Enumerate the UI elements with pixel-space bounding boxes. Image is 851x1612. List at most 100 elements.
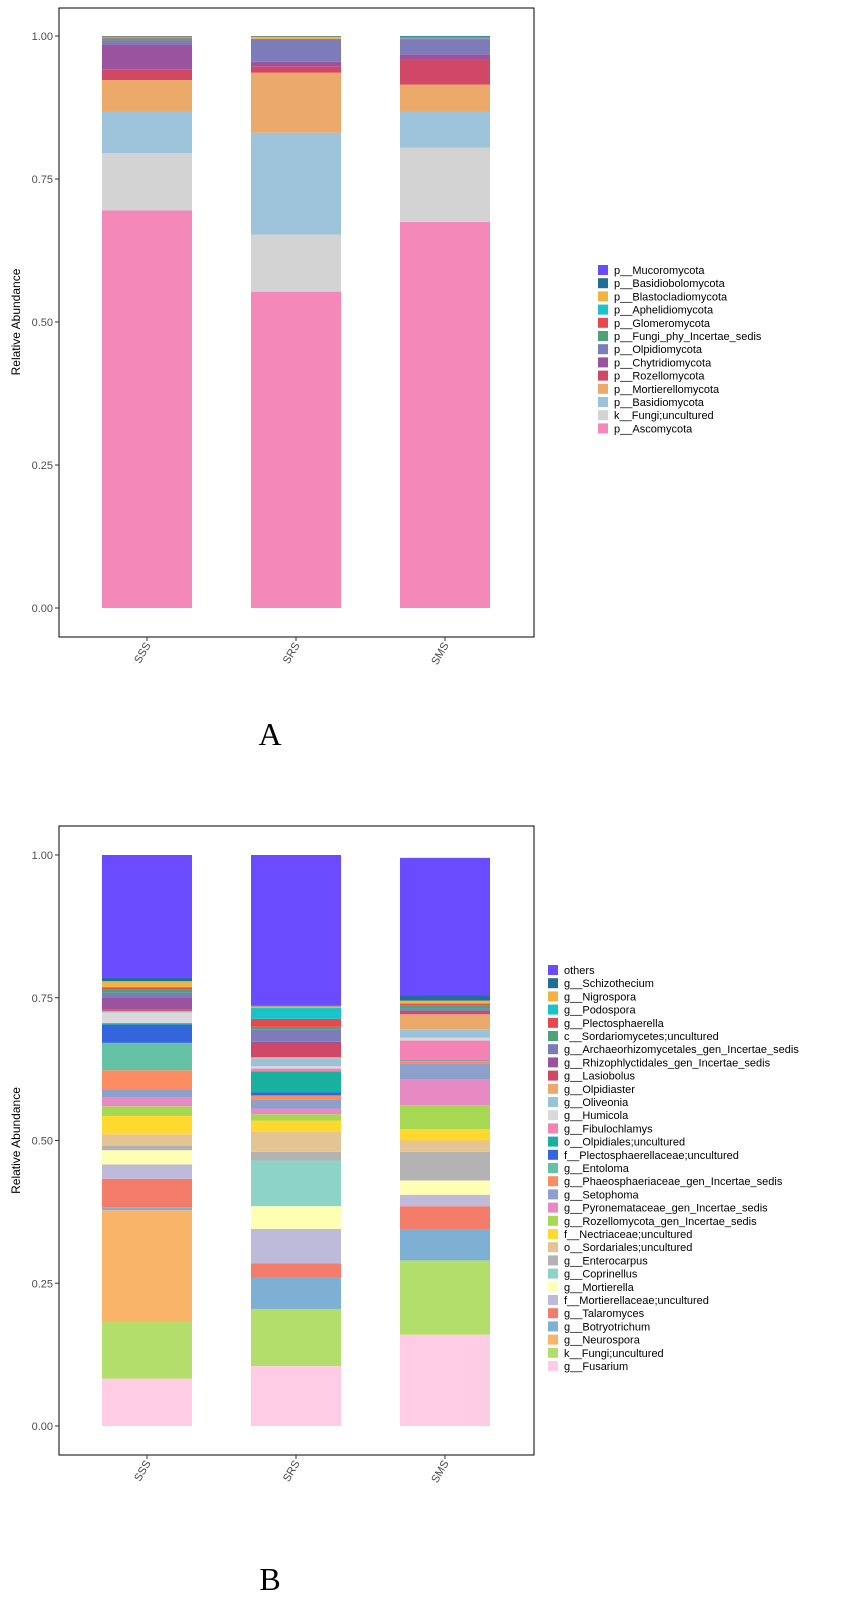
bar-segment xyxy=(400,1003,490,1005)
bar-segment xyxy=(251,39,341,41)
y-axis-title: Relative Abundance xyxy=(9,268,23,375)
legend-label: g__Plectosphaerella xyxy=(564,1018,665,1030)
legend-label: p__Fungi_phy_Incertae_sedis xyxy=(614,331,762,343)
legend-swatch xyxy=(598,357,608,368)
bar-segment xyxy=(251,855,341,1006)
bar-segment xyxy=(251,1151,341,1161)
legend-label: g__Neurospora xyxy=(564,1335,641,1347)
legend-label: p__Blastocladiomycota xyxy=(614,291,728,303)
legend-label: o__Olpidiales;uncultured xyxy=(564,1137,685,1149)
bar-segment xyxy=(102,1164,192,1179)
bar-segment xyxy=(102,988,192,990)
bar-segment xyxy=(251,1095,341,1100)
bar-segment xyxy=(251,1099,341,1109)
bar-segment xyxy=(400,1060,490,1062)
legend-swatch xyxy=(548,1295,558,1305)
panel-label: A xyxy=(258,716,281,752)
legend-swatch xyxy=(548,1057,558,1068)
legend-swatch xyxy=(548,1044,558,1055)
bar-segment xyxy=(251,66,341,73)
bar-segment xyxy=(251,1120,341,1132)
bar-segment xyxy=(400,1129,490,1141)
legend-label: g__Setophoma xyxy=(564,1189,639,1201)
legend-swatch xyxy=(548,1123,558,1134)
bar-segment xyxy=(400,147,490,222)
bar-segment xyxy=(102,1321,192,1379)
bar-segment xyxy=(102,1022,192,1024)
bar-segment xyxy=(400,36,490,37)
legend-label: f__Nectriaceae;uncultured xyxy=(564,1229,692,1241)
bar-segment xyxy=(251,1026,341,1030)
bar-segment xyxy=(400,1037,490,1041)
bar-segment xyxy=(251,61,341,67)
bar-segment xyxy=(102,1009,192,1011)
bar-segment xyxy=(400,84,490,112)
bar-segment xyxy=(102,1070,192,1090)
bar-segment xyxy=(251,1071,341,1093)
legend-swatch xyxy=(548,1229,558,1239)
bar-segment xyxy=(400,38,490,39)
bar-segment xyxy=(251,1006,341,1009)
bar-segment xyxy=(400,1180,490,1195)
bar-segment xyxy=(400,1206,490,1230)
bar-segment xyxy=(251,1229,341,1264)
bar-segment xyxy=(102,992,192,998)
bar-segment xyxy=(102,986,192,989)
legend-swatch xyxy=(548,1017,558,1028)
y-tick-label: 0.00 xyxy=(32,1421,53,1433)
bar-segment xyxy=(102,36,192,37)
bar-segment xyxy=(400,1079,490,1106)
legend-label: p__Glomeromycota xyxy=(614,318,711,330)
legend-label: p__Chytridiomycota xyxy=(614,357,712,369)
bar-segment xyxy=(251,36,341,39)
legend-swatch xyxy=(548,1110,558,1121)
x-tick-label: SSS xyxy=(132,641,153,666)
bar-segment xyxy=(251,1263,341,1278)
y-tick-label: 0.50 xyxy=(32,1136,53,1148)
y-tick-label: 0.25 xyxy=(32,1278,53,1290)
legend-label: p__Rozellomycota xyxy=(614,371,705,383)
bar-segment xyxy=(251,1114,341,1121)
bar-segment xyxy=(400,1105,490,1130)
legend-swatch xyxy=(598,304,608,315)
bar-segment xyxy=(102,997,192,1010)
bar-segment xyxy=(251,1160,341,1207)
bar-segment xyxy=(251,1058,341,1067)
bar-segment xyxy=(400,1005,490,1009)
x-tick-label: SMS xyxy=(429,641,451,668)
bar-segment xyxy=(251,1366,341,1426)
bar-segment xyxy=(400,221,490,608)
legend-label: g__Schizothecium xyxy=(564,978,654,990)
bar-segment xyxy=(102,855,192,978)
bar-segment xyxy=(102,1115,192,1135)
legend-swatch xyxy=(598,344,608,355)
bar-segment xyxy=(251,1057,341,1059)
legend-label: g__Humicola xyxy=(564,1110,629,1122)
legend: p__Mucoromycotap__Basidiobolomycotap__Bl… xyxy=(598,265,762,435)
bar-segment xyxy=(102,1106,192,1116)
bar-segment xyxy=(102,40,192,45)
bar-segment xyxy=(102,1024,192,1043)
legend-swatch xyxy=(548,1083,558,1094)
bar-segment xyxy=(400,38,490,40)
bar-segment xyxy=(400,1260,490,1335)
y-tick-label: 0.00 xyxy=(32,603,53,615)
legend-label: g__Enterocarpus xyxy=(564,1255,648,1267)
legend-swatch xyxy=(548,1281,558,1292)
bar-segment xyxy=(400,36,490,39)
legend-swatch xyxy=(598,331,608,341)
legend-swatch xyxy=(548,1334,558,1345)
legend-swatch xyxy=(598,370,608,381)
bar-segment xyxy=(102,1042,192,1071)
bar-segment xyxy=(102,1178,192,1208)
x-tick-label: SSS xyxy=(132,1459,153,1484)
y-tick-label: 0.75 xyxy=(32,174,53,186)
legend-label: g__Rozellomycota_gen_Incertae_sedis xyxy=(564,1216,757,1228)
legend-label: g__Podospora xyxy=(564,1005,636,1017)
bar-segment xyxy=(102,1012,192,1023)
legend-swatch xyxy=(548,1255,558,1266)
bar-segment xyxy=(102,39,192,41)
legend-swatch xyxy=(598,291,608,302)
bar-segment xyxy=(102,38,192,40)
bar-segment xyxy=(102,111,192,154)
